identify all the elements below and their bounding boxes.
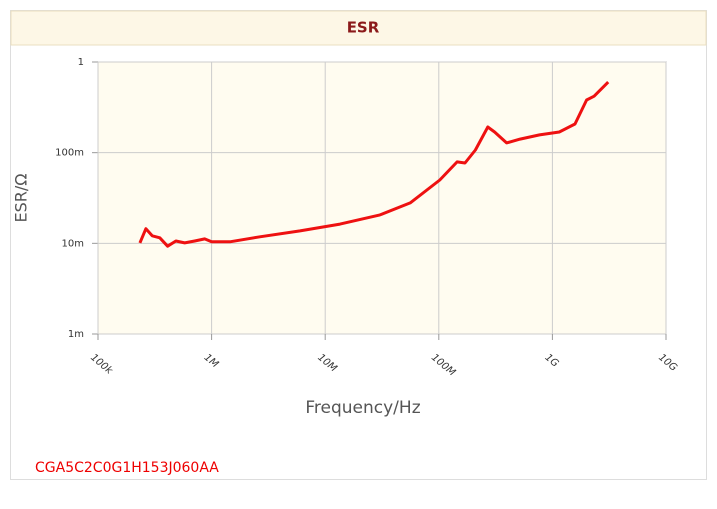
y-tick-label: 1: [78, 57, 84, 68]
y-tick-label: 100m: [55, 148, 84, 159]
part-number: CGA5C2C0G1H153J060AA: [35, 460, 219, 476]
y-tick-label: 1m: [68, 329, 84, 340]
plot-area: [97, 61, 667, 335]
chart-title: ESR: [347, 19, 380, 37]
series-line: [138, 81, 610, 248]
panel-header: [10, 10, 707, 46]
y-axis-label: ESR/Ω: [12, 174, 31, 223]
x-axis-label: Frequency/Hz: [305, 398, 420, 418]
y-tick-label: 10m: [62, 238, 84, 249]
